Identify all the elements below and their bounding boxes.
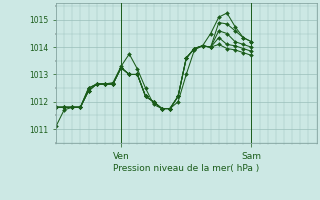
X-axis label: Pression niveau de la mer( hPa ): Pression niveau de la mer( hPa ) xyxy=(113,164,260,173)
